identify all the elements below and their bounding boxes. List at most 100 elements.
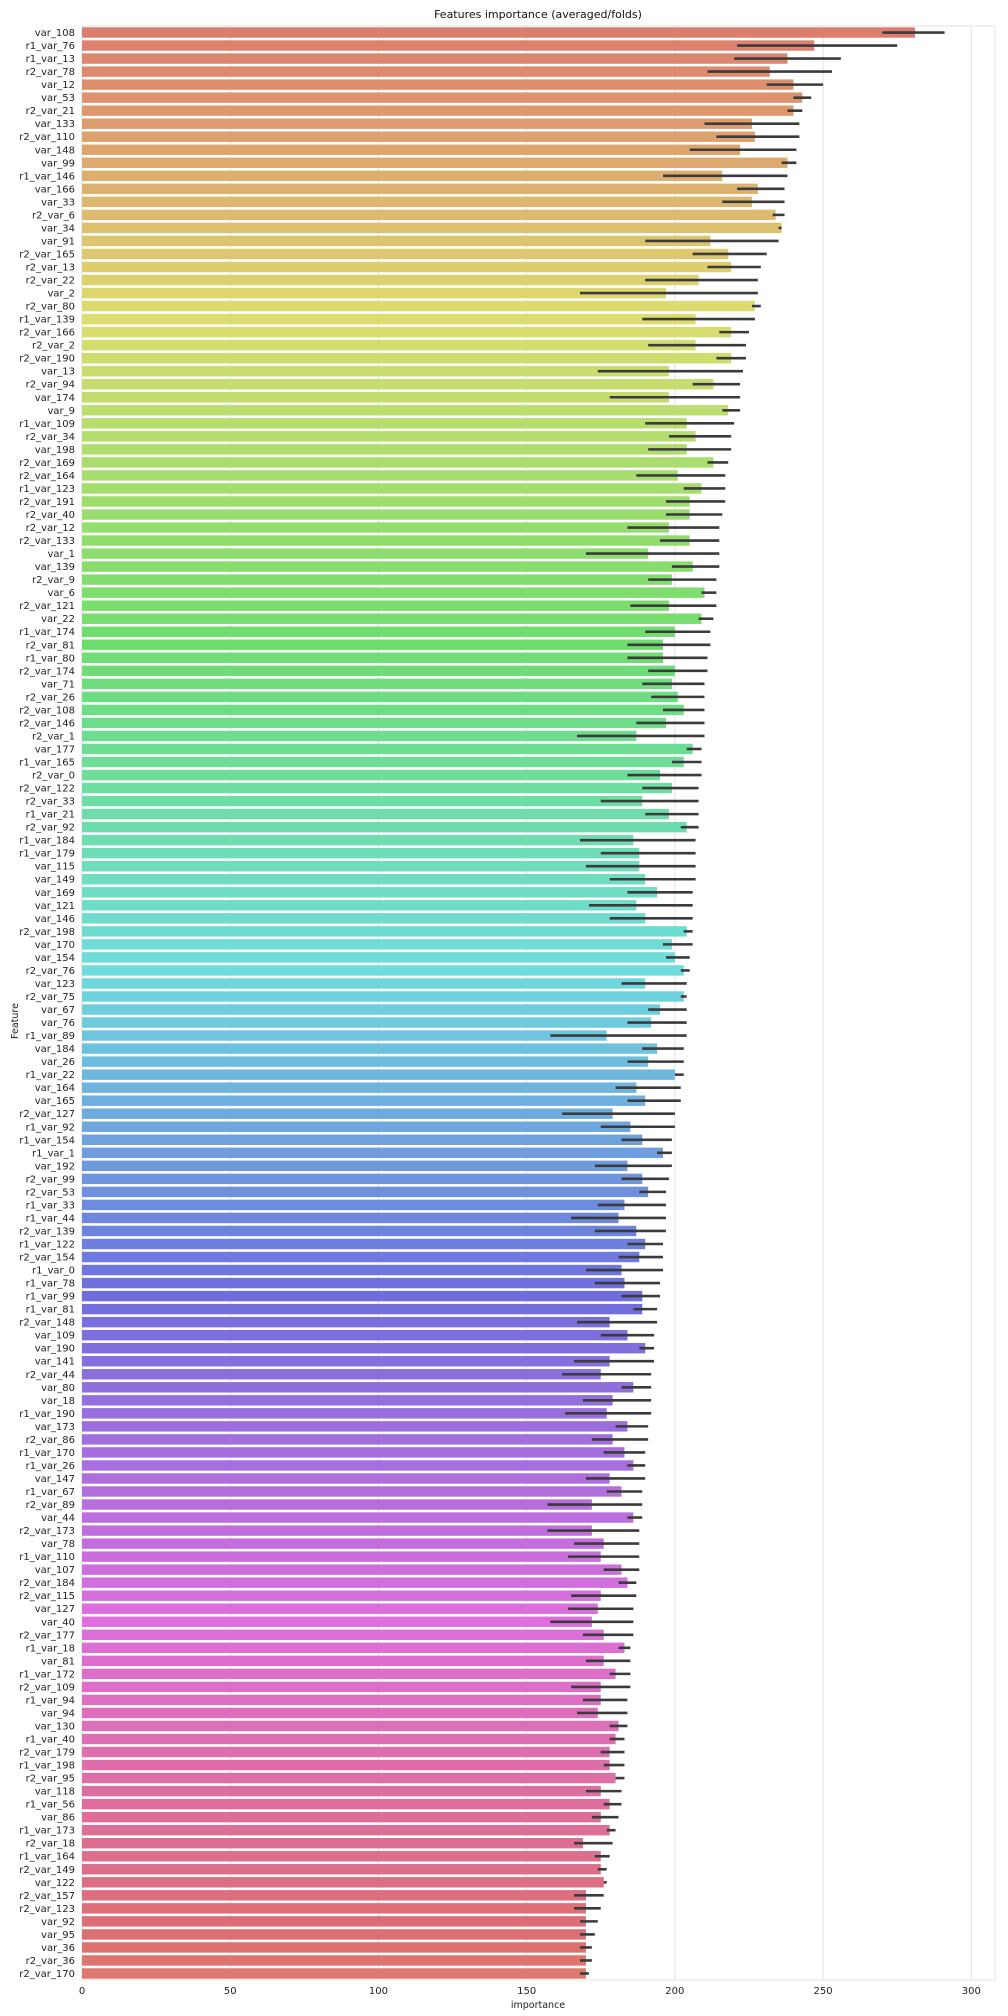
- y-tick-label: r1_var_80: [26, 653, 75, 664]
- y-tick-label: r2_var_179: [19, 1748, 75, 1759]
- bar: [82, 431, 696, 442]
- y-tick-label: var_71: [41, 679, 75, 690]
- bar: [82, 769, 661, 781]
- bar: [82, 1342, 646, 1354]
- y-tick-label: r1_var_164: [19, 1852, 75, 1863]
- bar: [82, 1408, 607, 1419]
- bar: [82, 1108, 613, 1119]
- y-tick-label: var_174: [35, 393, 75, 404]
- y-tick-label: var_146: [35, 914, 75, 925]
- y-tick-label: r1_var_122: [19, 1239, 75, 1250]
- y-tick-label: var_139: [35, 562, 75, 573]
- bar: [82, 1916, 586, 1927]
- y-tick-label: r2_var_169: [19, 458, 75, 469]
- bar: [82, 352, 732, 364]
- y-tick-label: r2_var_80: [26, 302, 75, 313]
- bar: [82, 1382, 634, 1393]
- bar: [82, 730, 637, 742]
- bar: [82, 470, 678, 481]
- y-tick-label: r1_var_33: [26, 1200, 75, 1211]
- bar: [82, 1499, 592, 1510]
- y-tick-label: var_6: [47, 588, 75, 599]
- plot-area: 0 50 100 150 200 250 300 var_108 r1_var_76 r1_var…: [19, 25, 996, 1997]
- bar: [82, 1460, 634, 1471]
- bar: [82, 1824, 610, 1836]
- bar: [82, 991, 684, 1002]
- bar: [82, 405, 729, 416]
- y-tick-label: r2_var_81: [26, 640, 75, 651]
- bar: [82, 365, 669, 377]
- bar: [82, 1798, 610, 1810]
- y-tick-label: var_53: [41, 93, 75, 104]
- y-tick-label: var_154: [35, 953, 75, 964]
- bar: [82, 1668, 616, 1680]
- bar: [82, 1851, 601, 1862]
- bar: [82, 1694, 601, 1706]
- y-tick-label: r2_var_109: [19, 1682, 75, 1693]
- y-tick-label: var_165: [35, 1096, 75, 1107]
- bar: [82, 1551, 601, 1562]
- bar: [82, 1746, 610, 1758]
- y-tick-label: var_95: [41, 1930, 75, 1941]
- bar: [82, 1147, 663, 1159]
- y-tick-label: var_173: [35, 1422, 75, 1433]
- bar: [82, 444, 687, 455]
- bar: [82, 691, 678, 703]
- bar: [82, 613, 702, 624]
- bar: [82, 1525, 592, 1536]
- bar: [82, 196, 752, 208]
- y-tick-label: r2_var_2: [32, 341, 75, 352]
- bar: [82, 1890, 586, 1901]
- y-tick-label: var_190: [35, 1344, 75, 1355]
- bar: [82, 1199, 625, 1211]
- y-tick-label: r1_var_146: [19, 171, 75, 182]
- y-tick-label: r2_var_122: [19, 784, 75, 795]
- bar: [82, 1759, 610, 1771]
- bar: [82, 1590, 601, 1601]
- bar: [82, 1929, 586, 1940]
- bar: [82, 1069, 675, 1080]
- y-tick-label: r1_var_139: [19, 315, 75, 326]
- y-tick-label: r1_var_92: [26, 1122, 75, 1133]
- y-axis-label: Feature: [10, 1003, 21, 1039]
- bar: [82, 1004, 661, 1015]
- bar: [82, 287, 666, 299]
- bar: [82, 170, 723, 182]
- y-tick-label: var_123: [35, 979, 75, 990]
- y-tick-label: r1_var_123: [19, 484, 75, 495]
- bar: [82, 887, 658, 898]
- y-tick-label: r2_var_21: [26, 106, 75, 117]
- bar: [82, 79, 794, 90]
- x-tick-label: 300: [962, 1986, 981, 1997]
- y-tick-label: var_81: [41, 1656, 75, 1667]
- y-tick-label: r2_var_89: [26, 1500, 75, 1511]
- y-tick-label: var_127: [35, 1604, 75, 1615]
- x-axis-label: importance: [511, 2000, 565, 2011]
- y-tick-label: r1_var_172: [19, 1669, 75, 1680]
- y-tick-label: r2_var_177: [19, 1630, 75, 1641]
- y-tick-label: var_130: [35, 1721, 75, 1732]
- bar: [82, 1277, 625, 1289]
- bar: [82, 1864, 601, 1875]
- x-tick-label: 200: [665, 1986, 684, 1997]
- bar: [82, 209, 776, 221]
- bar: [82, 587, 705, 598]
- bar: [82, 457, 714, 468]
- bar: [82, 1577, 628, 1588]
- y-tick-label: r2_var_157: [19, 1891, 75, 1902]
- bar: [82, 1030, 607, 1041]
- bar: [82, 326, 732, 338]
- y-tick-label: var_80: [41, 1383, 75, 1394]
- y-tick-label: var_18: [41, 1396, 75, 1407]
- bar: [82, 1251, 640, 1263]
- y-tick-label: r2_var_190: [19, 354, 75, 365]
- bar: [82, 1303, 643, 1315]
- x-tick-label: 250: [814, 1986, 833, 1997]
- bar: [82, 1629, 604, 1641]
- y-tick-label: r2_var_40: [26, 510, 75, 521]
- bar: [82, 118, 752, 129]
- bar: [82, 782, 672, 794]
- x-tick-label: 0: [79, 1986, 85, 1997]
- y-tick-label: r2_var_75: [26, 992, 75, 1003]
- bar: [82, 756, 684, 768]
